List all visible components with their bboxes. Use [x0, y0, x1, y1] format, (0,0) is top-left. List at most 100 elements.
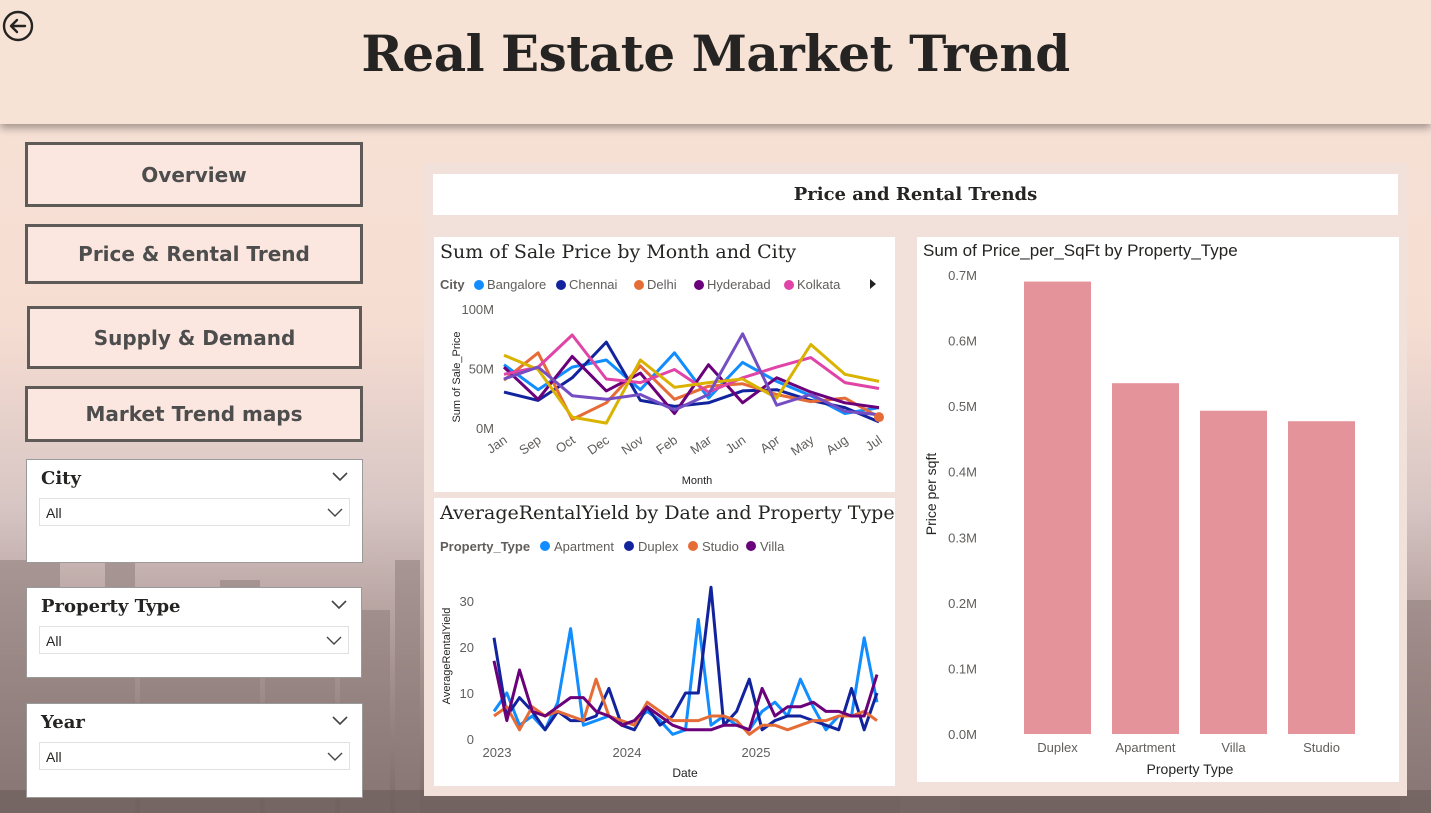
series-line	[492, 660, 879, 732]
market-trend-maps-button-label: Market Trend maps	[85, 402, 303, 426]
bar	[1200, 410, 1267, 734]
legend-marker	[556, 280, 566, 290]
y-tick-label: 0.3M	[948, 530, 977, 545]
y-tick-label: 0.4M	[948, 465, 977, 480]
legend-marker	[688, 541, 698, 551]
city-slicer: City All	[26, 459, 363, 563]
legend-marker	[474, 280, 484, 290]
legend-entry: Bangalore	[487, 277, 546, 292]
market-trend-maps-button[interactable]: Market Trend maps	[25, 386, 363, 442]
series-line	[503, 333, 880, 394]
y-tick-label: 0M	[476, 421, 494, 436]
y-tick-label: 0.7M	[948, 268, 977, 283]
supply-demand-button[interactable]: Supply & Demand	[27, 306, 362, 369]
x-axis-title: Month	[682, 475, 713, 487]
x-tick-label: May	[788, 432, 817, 459]
x-tick-label: Villa	[1221, 740, 1246, 755]
supply-demand-button-label: Supply & Demand	[93, 325, 296, 350]
price-per-sqft-chart-card[interactable]: Sum of Price_per_SqFt by Property_Type P…	[917, 237, 1399, 782]
y-tick-label: 30	[460, 594, 474, 609]
chevron-down-icon	[326, 636, 342, 645]
x-tick-label: Feb	[653, 432, 680, 457]
sale-price-chart-card[interactable]: Sum of Sale Price by Month and City City…	[434, 237, 895, 492]
x-tick-label: 2024	[613, 745, 642, 760]
x-tick-label: Mar	[687, 432, 714, 458]
page-title: Real Estate Market Trend	[361, 24, 1070, 83]
y-tick-label: 0.0M	[948, 727, 977, 742]
property-type-slicer-title: Property Type	[41, 596, 181, 617]
city-dropdown[interactable]: All	[39, 498, 350, 526]
price-rental-trend-button[interactable]: Price & Rental Trend	[25, 224, 363, 284]
x-tick-label: Jun	[723, 432, 749, 456]
legend-marker	[540, 541, 550, 551]
x-tick-label: Dec	[584, 432, 612, 458]
legend-entry: Delhi	[647, 277, 677, 292]
panel-title: Price and Rental Trends	[433, 174, 1398, 215]
chevron-down-icon	[327, 752, 343, 761]
data-point	[874, 412, 884, 423]
y-tick-label: 0	[467, 732, 474, 747]
series-line	[503, 332, 880, 417]
sale-price-line-chart: Sum of Sale Price by Month and City City…	[440, 241, 885, 487]
year-slicer: Year All	[26, 703, 363, 798]
legend-marker	[694, 280, 704, 290]
property-type-slicer: Property Type All	[26, 587, 362, 678]
legend-entry: Hyderabad	[707, 277, 771, 292]
legend-entry: Chennai	[569, 277, 618, 292]
x-tick-label: Sep	[516, 432, 544, 458]
overview-button[interactable]: Overview	[25, 142, 363, 207]
city-slicer-title: City	[41, 468, 81, 489]
series-line	[502, 354, 880, 415]
rental-yield-line-chart: AverageRentalYield by Date and Property …	[439, 502, 895, 780]
property-type-dropdown[interactable]: All	[39, 626, 349, 654]
x-axis-title: Property Type	[1147, 761, 1234, 777]
y-tick-label: 0.6M	[948, 334, 977, 349]
legend-marker	[746, 541, 756, 551]
chart-title: Sum of Price_per_SqFt by Property_Type	[923, 241, 1238, 260]
year-dropdown[interactable]: All	[39, 742, 350, 770]
legend-title: Property_Type	[440, 539, 530, 554]
chevron-down-icon[interactable]	[332, 472, 348, 482]
bar	[1288, 421, 1355, 734]
header-bar: Real Estate Market Trend	[0, 0, 1431, 124]
y-tick-label: 0.1M	[948, 661, 977, 676]
year-slicer-title: Year	[41, 712, 85, 733]
legend-entry: Villa	[760, 539, 785, 554]
x-tick-label: Apr	[757, 432, 783, 456]
legend-marker	[784, 280, 794, 290]
y-tick-label: 0.5M	[948, 399, 977, 414]
city-dropdown-value: All	[46, 505, 62, 521]
y-tick-label: 0.2M	[948, 596, 977, 611]
price-per-sqft-bar-chart: Sum of Price_per_SqFt by Property_Type P…	[923, 241, 1355, 777]
legend-entry: Apartment	[554, 539, 614, 554]
x-tick-label: Duplex	[1037, 740, 1078, 755]
rental-yield-chart-card[interactable]: AverageRentalYield by Date and Property …	[434, 498, 895, 786]
y-tick-label: 100M	[461, 302, 494, 317]
legend-marker	[624, 541, 634, 551]
x-tick-label: Studio	[1303, 740, 1340, 755]
y-tick-label: 20	[460, 640, 474, 655]
chevron-down-icon	[327, 508, 343, 517]
x-tick-label: Oct	[553, 432, 578, 456]
x-tick-label: Jul	[862, 432, 884, 454]
legend-entry: Studio	[702, 539, 739, 554]
y-tick-label: 50M	[469, 362, 494, 377]
x-tick-label: Aug	[823, 432, 851, 458]
back-arrow-icon[interactable]	[2, 10, 34, 42]
series-line	[492, 617, 879, 736]
x-tick-label: Apartment	[1116, 740, 1176, 755]
overview-button-label: Overview	[141, 162, 247, 187]
y-axis-title: Sum of Sale_Price	[451, 331, 463, 422]
x-tick-label: Nov	[619, 432, 647, 458]
chart-title: Sum of Sale Price by Month and City	[440, 241, 796, 263]
chevron-down-icon[interactable]	[331, 600, 347, 610]
legend-next-icon[interactable]	[870, 279, 876, 289]
bar	[1112, 383, 1179, 734]
bar	[1024, 281, 1091, 734]
x-tick-label: 2023	[483, 745, 512, 760]
series-line	[493, 677, 878, 736]
y-axis-title: AverageRentalYield	[441, 608, 453, 705]
chart-title: AverageRentalYield by Date and Property …	[439, 502, 895, 524]
property-type-dropdown-value: All	[46, 633, 62, 649]
chevron-down-icon[interactable]	[332, 716, 348, 726]
